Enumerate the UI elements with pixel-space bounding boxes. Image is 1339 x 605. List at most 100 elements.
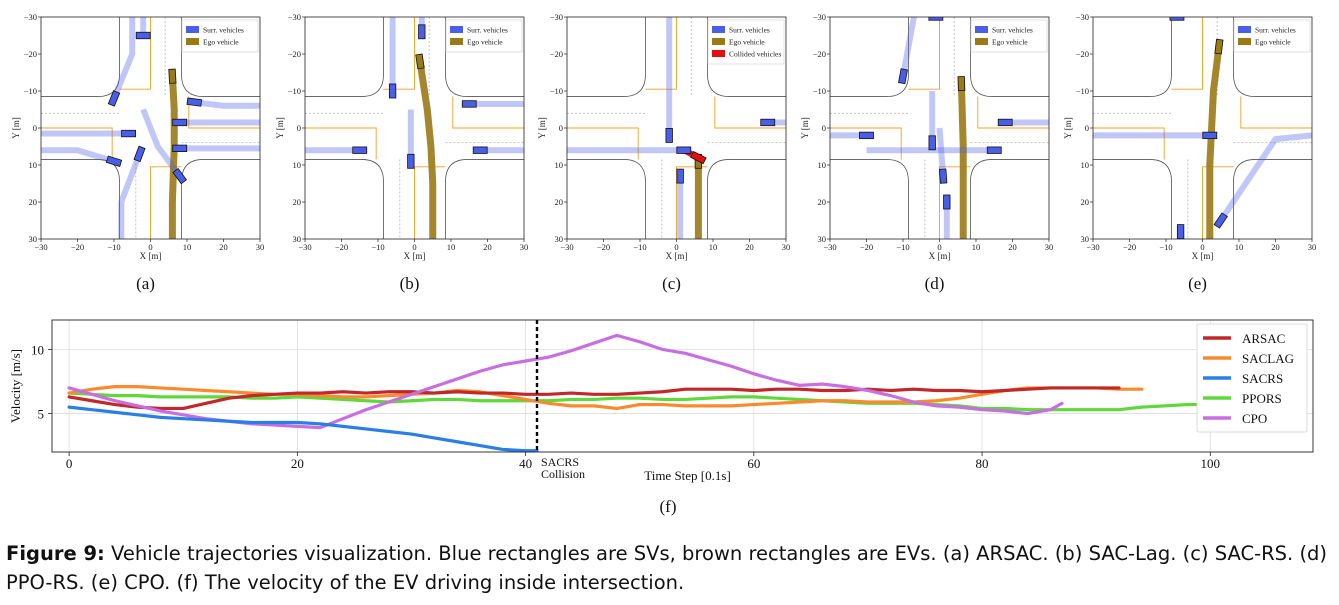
stop-line <box>1240 96 1312 129</box>
road-curb <box>707 17 786 97</box>
stop-line <box>908 17 940 90</box>
road-curb <box>445 17 524 97</box>
legend-entry: Ego vehicle <box>729 38 765 47</box>
road-curb <box>830 17 909 97</box>
x-axis-label: X [m] <box>929 251 951 261</box>
x-tick-label: 20 <box>745 242 754 252</box>
legend-swatch <box>186 38 199 45</box>
x-tick-label: 0 <box>66 456 73 471</box>
y-tick-label: 10 <box>29 160 38 170</box>
surrounding-trajectory <box>41 147 115 165</box>
panel-plot-area <box>567 17 786 239</box>
surrounding-vehicle-rect <box>1202 131 1218 140</box>
figure-label: Figure 9: <box>6 542 105 565</box>
x-tick-label: 20 <box>483 242 492 252</box>
surrounding-vehicle-rect <box>898 68 908 85</box>
x-tick-label: 10 <box>447 242 456 252</box>
y-axis-label: Y [m] <box>537 117 547 138</box>
stop-line <box>830 127 902 160</box>
stop-line <box>714 96 786 129</box>
x-tick-label: 0 <box>412 242 416 252</box>
panel-plot-area <box>830 17 1049 239</box>
surrounding-vehicle-rect <box>676 168 684 184</box>
x-tick-label: 30 <box>520 242 529 252</box>
y-tick-label: 5 <box>38 407 45 422</box>
x-axis-label: X [m] <box>140 251 162 261</box>
x-tick-label: 10 <box>709 242 718 252</box>
y-tick-label: 30 <box>818 234 827 244</box>
figure-caption: Figure 9: Vehicle trajectories visualiza… <box>6 539 1336 597</box>
stop-line <box>567 127 639 160</box>
series-line-ppors <box>67 391 1304 412</box>
y-tick-label: 10 <box>1081 160 1090 170</box>
surrounding-vehicle-rect <box>133 145 146 163</box>
legend-swatch <box>712 38 725 45</box>
surrounding-vehicle-rect <box>1213 212 1228 229</box>
y-axis-label: Y [m] <box>11 117 21 138</box>
x-tick-label: 30 <box>1045 242 1054 252</box>
legend-entry: SACLAG <box>1242 351 1294 366</box>
x-tick-label: −30 <box>560 242 573 252</box>
surrounding-vehicle-rect <box>928 135 936 151</box>
x-tick-label: −20 <box>860 242 873 252</box>
x-tick-label: 0 <box>674 242 678 252</box>
legend-swatch <box>450 26 463 33</box>
surrounding-vehicle-rect <box>135 31 151 40</box>
road-curb <box>41 159 120 239</box>
surrounding-vehicle-rect <box>461 100 477 108</box>
surrounding-vehicle-rect <box>997 118 1013 127</box>
road-curb <box>445 159 524 239</box>
legend-entry: Ego vehicle <box>992 38 1028 47</box>
panel-label: (d) <box>925 274 945 293</box>
x-tick-label: 40 <box>519 456 532 471</box>
x-tick-label: −10 <box>633 242 646 252</box>
y-tick-label: 10 <box>31 342 44 357</box>
road-curb <box>181 17 260 97</box>
surrounding-vehicle-rect <box>938 168 948 184</box>
collision-annotation-line2: Collision <box>541 467 585 481</box>
legend-box <box>1233 19 1311 53</box>
x-tick-label: −30 <box>298 242 311 252</box>
x-axis-label: X [m] <box>1192 251 1214 261</box>
y-tick-label: 20 <box>818 197 827 207</box>
road-curb <box>41 17 120 97</box>
legend-entry: CPO <box>1242 411 1267 426</box>
y-tick-label: 30 <box>293 234 302 244</box>
road-curb <box>305 17 384 97</box>
y-tick-label: 20 <box>555 197 564 207</box>
x-tick-label: 0 <box>148 242 152 252</box>
legend-box <box>181 19 259 53</box>
y-tick-label: 0 <box>33 123 37 133</box>
legend-swatch <box>450 38 463 45</box>
ego-trajectory <box>416 60 437 239</box>
x-tick-label: −10 <box>1159 242 1172 252</box>
y-tick-label: 0 <box>559 123 563 133</box>
y-tick-label: 20 <box>293 197 302 207</box>
y-tick-label: −10 <box>24 86 37 96</box>
surrounding-trajectory <box>900 17 917 77</box>
surrounding-trajectory <box>936 127 947 177</box>
panel-label: (c) <box>662 274 681 293</box>
y-tick-label: −10 <box>1076 86 1089 96</box>
x-tick-label: 10 <box>1235 242 1244 252</box>
surrounding-vehicle-rect <box>665 127 673 143</box>
legend-entry: Surr. vehicles <box>1255 26 1296 35</box>
x-tick-label: −10 <box>896 242 909 252</box>
surrounding-vehicle-rect <box>388 83 397 99</box>
y-tick-label: −30 <box>288 12 301 22</box>
legend-box <box>1196 323 1308 433</box>
y-tick-label: −20 <box>24 49 37 59</box>
y-tick-label: −20 <box>813 49 826 59</box>
surrounding-vehicle-rect <box>172 167 188 185</box>
stop-line <box>383 17 415 90</box>
road-curb <box>567 159 646 239</box>
panel-plot-area <box>41 17 260 239</box>
legend-entry: PPORS <box>1242 391 1282 406</box>
ego-trajectory <box>957 83 967 239</box>
ego-vehicle-rect <box>1214 38 1224 55</box>
y-tick-label: −20 <box>550 49 563 59</box>
surrounding-vehicle-rect <box>172 144 188 153</box>
